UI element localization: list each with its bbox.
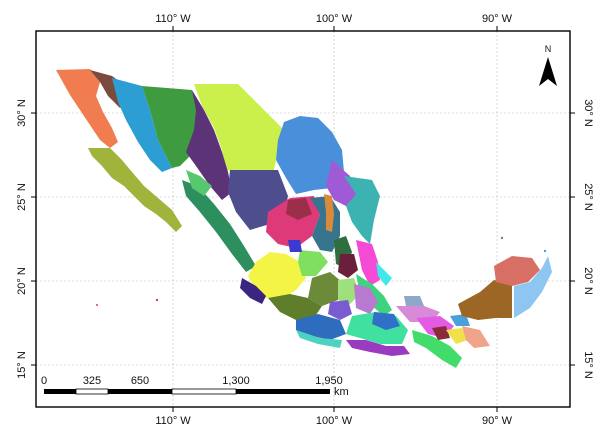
region-small-blue	[288, 240, 302, 252]
scale-bar: 0 325 650 1,300 1,950 km	[41, 375, 349, 398]
scale-segment	[171, 388, 237, 395]
region-cyan-edge	[376, 262, 392, 286]
region-small-grey	[404, 296, 424, 306]
region-nuevo-leon	[326, 160, 358, 206]
region-oaxaca-inner	[372, 312, 400, 330]
island-marker	[500, 236, 504, 240]
lat-label-right: 30° N	[582, 99, 594, 127]
frame-ticks	[31, 26, 575, 412]
region-chiapas-salmon	[462, 326, 490, 348]
scale-tick-label: 1,950	[315, 375, 343, 387]
north-arrow-icon	[539, 57, 557, 86]
region-tamaulipas	[344, 176, 380, 244]
region-chiapas	[412, 330, 462, 368]
region-chiapas-blue	[450, 314, 470, 326]
region-light-green	[186, 170, 212, 196]
north-arrow-label: N	[545, 44, 552, 54]
lat-label-left: 25° N	[16, 183, 28, 211]
lat-label-left: 15° N	[16, 351, 28, 379]
lat-label-left: 30° N	[16, 99, 28, 127]
lon-label-bottom: 90° W	[482, 415, 513, 427]
scale-segment	[236, 389, 330, 394]
scale-tick-label: 650	[131, 375, 149, 387]
region-sonora	[142, 86, 198, 168]
region-campeche	[458, 280, 512, 320]
scale-segment	[75, 388, 109, 395]
region-guerrero-coast	[296, 330, 342, 348]
region-michoacan	[268, 294, 322, 320]
island-marker	[155, 298, 159, 302]
region-dark-red	[286, 198, 312, 220]
region-oaxaca-coast	[346, 340, 410, 356]
region-coahuila	[276, 116, 344, 194]
region-chiapas-red	[432, 326, 450, 340]
island-marker	[543, 249, 547, 253]
region-guerrero	[296, 314, 346, 340]
lon-label-bottom: 100° W	[316, 415, 353, 427]
lat-label-left: 20° N	[16, 267, 28, 295]
scale-tick-label: 0	[41, 375, 47, 387]
region-baja-california	[56, 69, 118, 148]
lat-label-right: 15° N	[582, 351, 594, 379]
lon-label-top: 100° W	[316, 13, 353, 25]
region-hidalgo	[338, 254, 358, 278]
region-puebla	[354, 284, 378, 314]
lon-label-top: 110° W	[155, 13, 191, 25]
region-colima	[240, 278, 266, 304]
region-chihuahua	[194, 84, 284, 172]
region-quintana-roo	[514, 256, 552, 318]
region-orange-strip	[324, 194, 334, 232]
scale-tick-label: 1,300	[222, 375, 250, 387]
region-sinaloa	[186, 90, 232, 200]
north-arrow: N	[539, 44, 557, 86]
region-guanajuato	[308, 272, 342, 306]
scale-tick-label: 325	[83, 375, 101, 387]
lat-label-right: 25° N	[582, 183, 594, 211]
region-sonora-west	[112, 78, 172, 172]
scale-segment	[108, 389, 172, 394]
region-chiapas-yellow	[446, 328, 468, 344]
region-veracruz-north	[356, 240, 380, 286]
lat-label-right: 20° N	[582, 267, 594, 295]
region-jalisco	[248, 252, 306, 298]
region-aguascalientes	[298, 250, 328, 276]
region-map	[56, 69, 552, 368]
region-yucatan	[494, 256, 540, 286]
region-coastal-green	[182, 180, 256, 272]
lon-label-bottom: 110° W	[155, 415, 191, 427]
scale-unit-label: km	[334, 386, 349, 398]
map-frame	[35, 30, 571, 408]
island-marker	[96, 304, 98, 306]
scale-segment	[44, 389, 76, 394]
lon-label-top: 90° W	[482, 13, 513, 25]
region-morelos	[328, 300, 352, 320]
region-baja-california-sur	[88, 148, 182, 232]
